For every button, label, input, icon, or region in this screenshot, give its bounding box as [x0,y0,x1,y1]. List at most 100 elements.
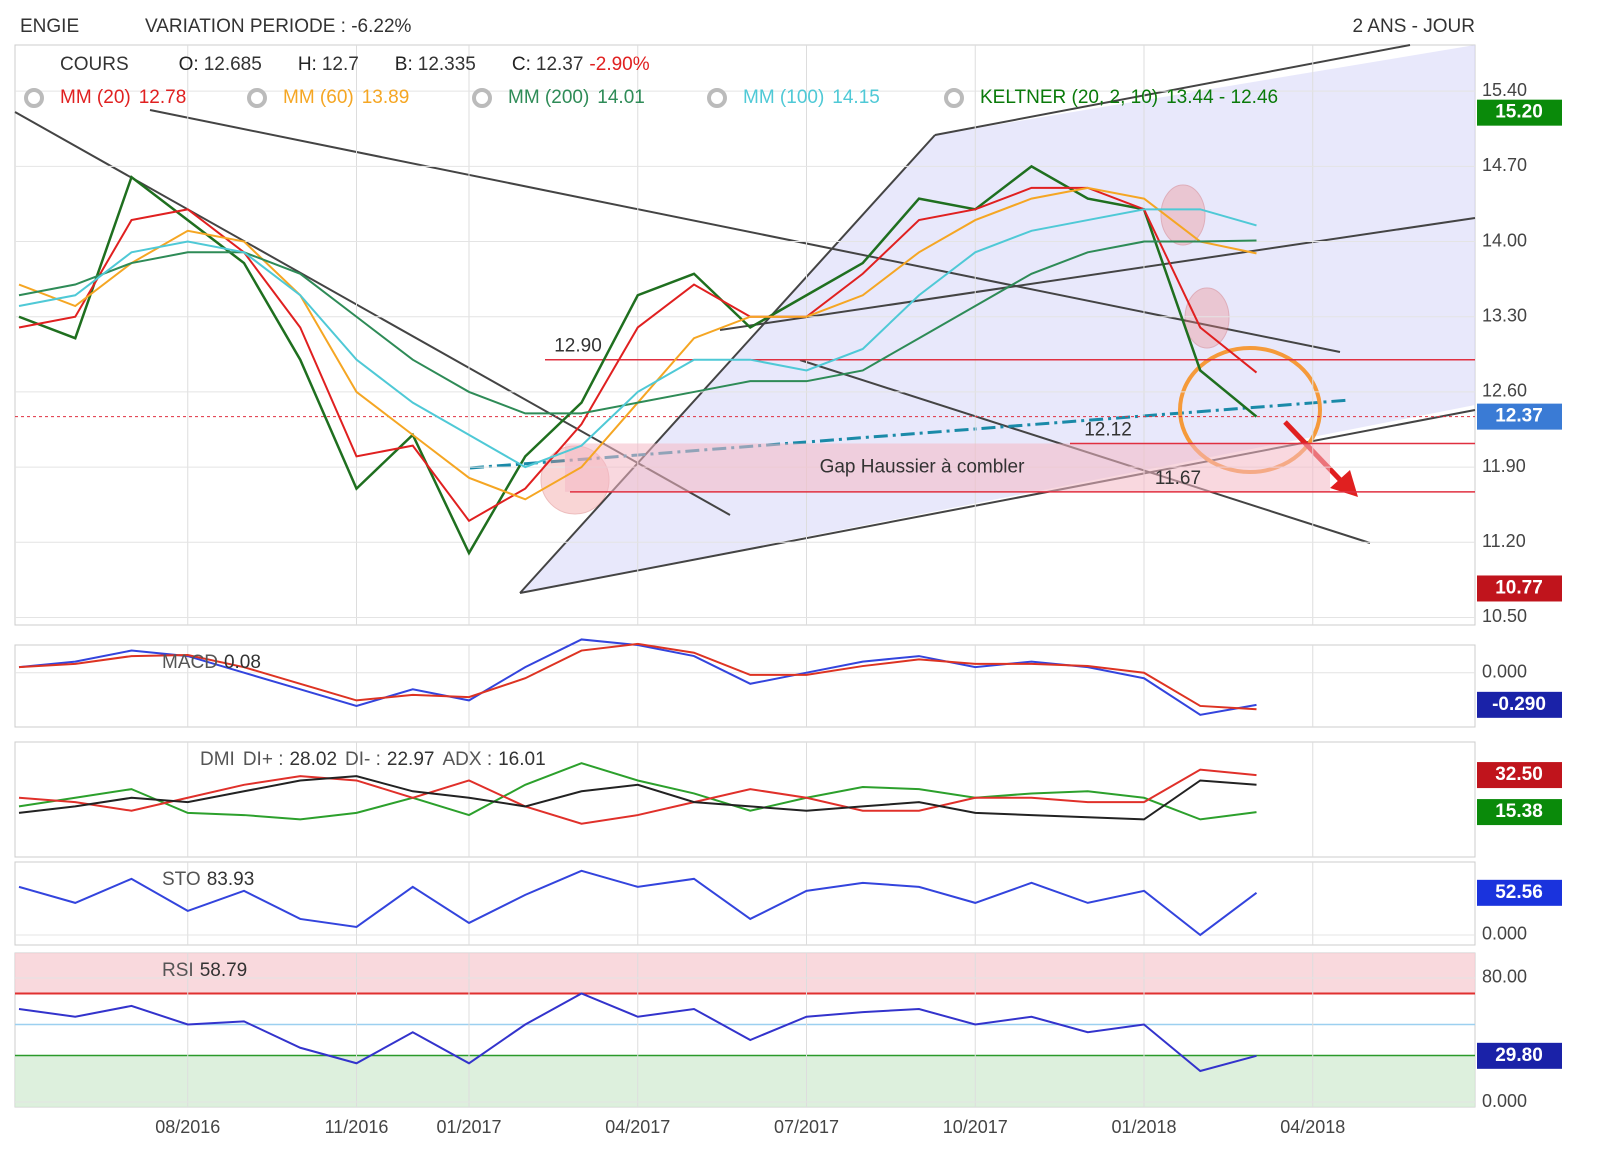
legend-text: MM (100) [743,87,824,108]
x-tick-label: 07/2017 [774,1117,839,1137]
legend-text: MM (60) [283,87,354,108]
legend: MM (20) 12.78 [60,87,186,108]
legend-text: -2.90% [589,54,649,75]
x-tick-label: 04/2018 [1280,1117,1345,1137]
price-badge-label: 10.77 [1495,577,1543,598]
legend: STO 83.93 [162,869,254,890]
overbought-zone [15,953,1475,994]
price-badge [1477,1042,1562,1069]
x-tick-label: 01/2018 [1111,1117,1176,1137]
arrow-head [1330,470,1358,497]
legend-text: DI+ : [243,749,284,770]
legend-text: 12.7 [322,54,359,75]
price-badge [1477,762,1562,789]
price-badge [1477,575,1562,602]
y-tick-label: 14.70 [1482,155,1527,175]
x-tick-label: 08/2016 [155,1117,220,1137]
legend: COURS O: 12.685 H: 12.7 B: 12.335 C: 12.37 -2.90% [60,54,650,75]
y-tick-label: 0.000 [1482,924,1527,944]
variation: VARIATION PERIODE : -6.22% [145,16,412,37]
settings-icon [247,88,267,108]
legend-text: 0.08 [224,652,261,673]
price-badge [1477,879,1562,906]
y-tick-label: 13.30 [1482,305,1527,325]
legend-text: MM (20) [60,87,131,108]
price-badge [1477,403,1562,430]
gap-zone [565,443,1330,492]
legend-text: 58.79 [200,960,248,981]
legend-text: C: [512,54,531,75]
legend-text: MACD [162,652,218,673]
series-line [18,992,1257,1073]
legend-text: 28.02 [289,749,337,770]
settings-icon [707,88,727,108]
legend-text: O: [179,54,199,75]
y-tick-label: 0.000 [1482,661,1527,681]
legend: MM (60) 13.89 [283,87,409,108]
legend-text: 12.685 [204,54,262,75]
level-label: 12.12 [1084,419,1132,440]
legend-text: DMI [200,749,235,770]
series-line [18,642,1257,711]
panel-frame [14,861,1476,946]
legend-text: COURS [60,54,129,75]
legend: MACD 0.08 [162,652,261,673]
legend-text: 12.37 [536,54,584,75]
legend-text: 14.15 [832,87,880,108]
settings-icon [472,88,492,108]
legend-text: KELTNER (20, 2, 10) [980,87,1158,108]
panel-frame [14,644,1476,728]
trend-line [519,134,936,594]
legend-text: RSI [162,960,194,981]
highlight-circle [1184,287,1230,349]
y-tick-label: 0.000 [1482,1091,1527,1111]
price-badge [1477,691,1562,718]
trend-line [149,109,1341,353]
legend-text: ADX : [442,749,492,770]
price-badge-label: -0.290 [1492,694,1546,715]
trend-line [934,44,1411,136]
level-label: 12.90 [554,336,602,357]
legend-text: 12.78 [139,87,187,108]
legend-text: 13.44 - 12.46 [1166,87,1278,108]
trend-line [519,409,1476,594]
legend-text: 14.01 [597,87,645,108]
highlight-circle [1160,184,1206,246]
legend-text: STO [162,869,201,890]
oversold-zone [15,1055,1475,1107]
level-label: 11.67 [1155,468,1201,489]
period: 2 ANS - JOUR [1353,16,1475,37]
legend-text: DI- : [345,749,381,770]
price-badge-label: 32.50 [1495,764,1543,785]
legend-text: 22.97 [387,749,435,770]
price-badge-label: 29.80 [1495,1045,1543,1066]
symbol: ENGIE [20,16,79,37]
y-tick-label: 12.60 [1482,381,1527,401]
legend-text: 13.89 [362,87,410,108]
x-tick-label: 04/2017 [605,1117,670,1137]
price-badge [1477,799,1562,826]
legend-text: 12.335 [418,54,476,75]
series-line [18,869,1258,937]
series-line [18,775,1257,821]
legend-text: B: [395,54,413,75]
x-tick-label: 01/2017 [436,1117,501,1137]
series-line [18,208,1257,469]
legend: KELTNER (20, 2, 10) 13.44 - 12.46 [980,87,1278,108]
legend-text: MM (200) [508,87,589,108]
x-tick-label: 10/2017 [943,1117,1008,1137]
gap-label: Gap Haussier à combler [820,457,1026,478]
legend: MM (100) 14.15 [743,87,880,108]
x-tick-label: 11/2016 [325,1117,389,1137]
price-badge-label: 52.56 [1495,882,1543,903]
y-tick-label: 10.50 [1482,606,1527,626]
series-line [18,768,1257,825]
legend-text: H: [298,54,317,75]
y-tick-label: 11.20 [1482,531,1526,551]
settings-icon [944,88,964,108]
panel-frame [14,741,1476,858]
y-tick-label: 11.90 [1482,456,1526,476]
trend-line [719,217,1476,331]
price-badge-label: 15.38 [1495,801,1543,822]
